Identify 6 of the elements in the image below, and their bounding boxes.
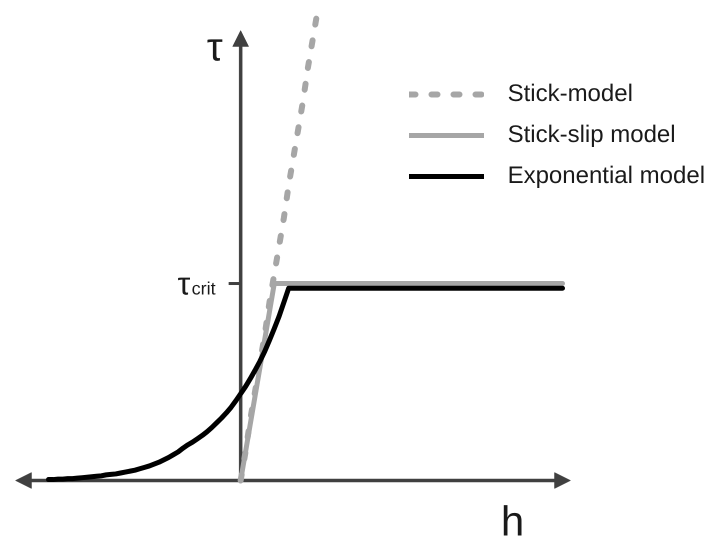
legend-label: Stick-model bbox=[508, 80, 633, 108]
legend-label: Exponential model bbox=[508, 162, 706, 190]
ref-line-label: τcrit bbox=[178, 265, 216, 302]
x-axis-title: h bbox=[500, 498, 524, 544]
legend-label: Stick-slip model bbox=[508, 121, 676, 149]
y-axis-title: τ bbox=[206, 26, 223, 70]
